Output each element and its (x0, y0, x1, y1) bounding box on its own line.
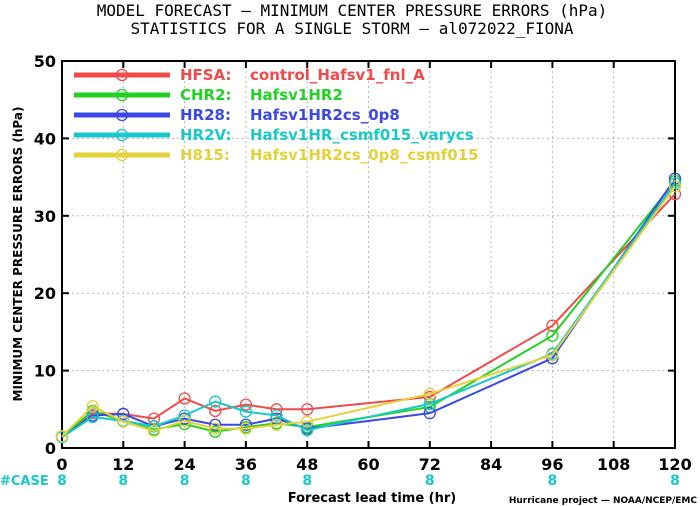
x-tick-label: 48 (296, 455, 318, 474)
data-point (423, 397, 436, 411)
y-tick-label: 10 (34, 362, 56, 381)
data-point (86, 400, 99, 413)
x-tick-label: 24 (173, 455, 195, 474)
legend-desc: Hafsv1HR2cs_0p8 (250, 106, 400, 124)
x-tick-label: 72 (419, 455, 441, 474)
data-point (423, 407, 436, 420)
y-axis-label: MINIMUM CENTER PRESSURE ERRORS (hPa) (11, 107, 25, 402)
case-count: 8 (118, 473, 128, 489)
legend-name: HR28: (180, 106, 231, 124)
legend: HFSA: control_Hafsv1_fnl_A CHR2: Hafsv1HR2 H… (74, 66, 479, 164)
data-point (239, 405, 253, 418)
data-point (209, 418, 222, 431)
legend-marker (115, 128, 129, 142)
x-axis-label: Forecast lead time (hr) (288, 491, 456, 506)
x-tick-label: 84 (480, 455, 502, 474)
y-tick-label: 0 (45, 439, 56, 458)
data-point (546, 319, 559, 332)
legend-marker (115, 148, 129, 162)
x-tick-label: 120 (658, 455, 691, 474)
data-point (209, 404, 222, 417)
legend-name: HR2V: (180, 126, 231, 144)
legend-desc: Hafsv1HR2 (250, 86, 343, 104)
case-count: 8 (548, 473, 558, 489)
data-point (55, 430, 69, 443)
grid-lines (62, 61, 675, 448)
data-point (301, 403, 314, 416)
legend-name: H815: (180, 146, 230, 164)
case-count: 8 (302, 473, 312, 489)
x-tick-label: 0 (56, 455, 67, 474)
legend-item: HFSA: control_Hafsv1_fnl_A (74, 66, 425, 84)
y-tick-label: 20 (34, 284, 56, 303)
data-point (301, 424, 314, 437)
data-point (209, 422, 222, 435)
legend-item: H815: Hafsv1HR2cs_0p8_csmf015 (74, 146, 479, 164)
data-point (423, 387, 436, 400)
data-point (301, 415, 314, 428)
case-count: 8 (670, 473, 680, 489)
data-point (209, 425, 222, 438)
legend-desc: Hafsv1HR2cs_0p8_csmf015 (250, 146, 479, 164)
data-point (668, 180, 682, 193)
legend-marker (115, 88, 129, 102)
case-counts: 8 8 8 8 8 8 8 8 (57, 473, 680, 489)
data-point (117, 415, 130, 428)
data-point (147, 424, 161, 438)
y-tick-label: 50 (34, 52, 56, 71)
legend-marker (115, 108, 129, 122)
case-count: 8 (241, 473, 251, 489)
data-point (239, 418, 253, 431)
case-count: 8 (57, 473, 67, 489)
case-count: 8 (180, 473, 190, 489)
legend-item: HR28: Hafsv1HR2cs_0p8 (74, 106, 400, 124)
y-tick-label: 40 (34, 129, 56, 148)
legend-name: CHR2: (180, 86, 232, 104)
data-point (209, 395, 222, 408)
data-point (117, 407, 130, 421)
x-tick-label: 60 (357, 455, 379, 474)
series-line (61, 193, 676, 438)
case-label: #CASE (0, 474, 49, 489)
axis-ticks: 0 12 24 36 48 60 72 84 96 108 120 0 10 20 30 40 50 (34, 52, 692, 474)
data-point (668, 177, 682, 190)
series-h815 (55, 180, 682, 443)
data-point (178, 414, 191, 428)
data-point (239, 422, 253, 435)
data-point (239, 398, 253, 411)
chart-title: MODEL FORECAST — MINIMUM CENTER PRESSURE… (97, 1, 608, 20)
legend-desc: control_Hafsv1_fnl_A (250, 66, 425, 84)
y-tick-label: 30 (34, 207, 56, 226)
legend-item: HR2V: Hafsv1HR_csmf015_varycs (74, 126, 474, 144)
x-tick-label: 96 (541, 455, 563, 474)
credit-text: Hurricane project — NOAA/NCEP/EMC (509, 496, 698, 506)
data-point (546, 329, 559, 342)
legend-name: HFSA: (180, 66, 232, 84)
series-line (61, 180, 676, 438)
data-point (178, 392, 191, 405)
chart-subtitle: STATISTICS FOR A SINGLE STORM — al072022… (130, 19, 573, 38)
x-tick-label: 12 (112, 455, 134, 474)
data-point (546, 348, 559, 362)
case-count: 8 (425, 473, 435, 489)
data-point (270, 409, 283, 422)
x-tick-label: 108 (597, 455, 630, 474)
series-layer (55, 172, 682, 444)
legend-marker (115, 68, 129, 82)
x-tick-label: 36 (235, 455, 257, 474)
legend-item: CHR2: Hafsv1HR2 (74, 86, 343, 104)
data-point (270, 418, 283, 431)
legend-desc: Hafsv1HR_csmf015_varycs (250, 126, 474, 144)
data-point (423, 390, 436, 404)
